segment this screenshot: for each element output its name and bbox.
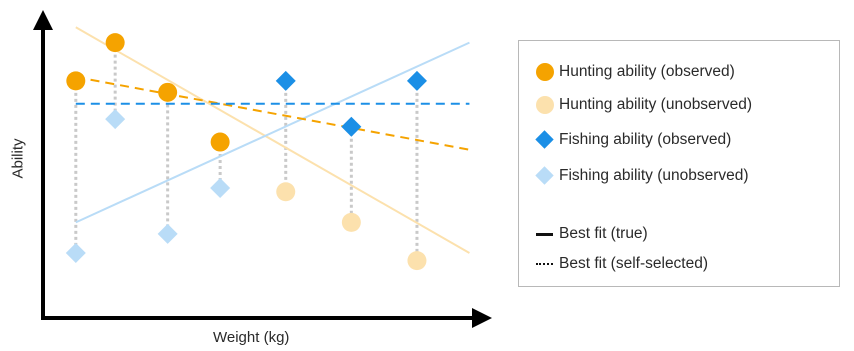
y-axis-label: Ability	[9, 138, 27, 179]
legend-item-hunting-observed: Hunting ability (observed)	[533, 61, 735, 83]
light-blue-diamond-icon	[533, 165, 559, 187]
fit-line-fishing-true	[75, 41, 470, 224]
dotted-line-icon	[533, 253, 559, 275]
point-diamond	[275, 70, 296, 91]
point-circle	[66, 71, 86, 91]
point-diamond	[157, 223, 178, 244]
point-circle	[341, 212, 361, 232]
fit-lines	[75, 26, 470, 254]
point-diamond	[406, 70, 427, 91]
legend: Hunting ability (observed) Hunting abili…	[518, 40, 840, 287]
legend-label: Best fit (true)	[559, 225, 648, 242]
legend-item-hunting-unobserved: Hunting ability (unobserved)	[533, 94, 752, 116]
axes	[33, 10, 492, 328]
light-orange-circle-icon	[533, 94, 559, 116]
connector-lines	[74, 42, 419, 261]
x-axis-label: Weight (kg)	[213, 329, 290, 346]
point-circle	[158, 82, 178, 102]
point-circle	[210, 132, 230, 152]
legend-label: Best fit (self-selected)	[559, 255, 709, 272]
point-diamond	[105, 109, 126, 130]
orange-circle-icon	[533, 61, 559, 83]
legend-item-fishing-observed: Fishing ability (observed)	[533, 129, 731, 151]
fit-line-hunting-self-selected	[75, 76, 470, 151]
legend-item-best-fit-true: Best fit (true)	[533, 223, 648, 245]
point-circle	[407, 251, 427, 271]
legend-item-best-fit-self-selected: Best fit (self-selected)	[533, 253, 708, 275]
legend-label: Fishing ability (unobserved)	[559, 167, 749, 184]
point-circle	[276, 182, 296, 202]
point-circle	[105, 33, 125, 53]
blue-diamond-icon	[533, 129, 559, 151]
point-diamond	[341, 116, 362, 137]
y-axis-arrowhead	[33, 10, 53, 30]
legend-item-fishing-unobserved: Fishing ability (unobserved)	[533, 165, 749, 187]
point-diamond	[65, 242, 86, 263]
legend-label: Fishing ability (observed)	[559, 131, 732, 148]
legend-label: Hunting ability (observed)	[559, 63, 735, 80]
fit-line-hunting-true	[75, 26, 470, 254]
solid-line-icon	[533, 223, 559, 245]
x-axis-arrowhead	[472, 308, 492, 328]
point-diamond	[210, 177, 231, 198]
data-points	[65, 33, 427, 271]
legend-label: Hunting ability (unobserved)	[559, 96, 752, 113]
